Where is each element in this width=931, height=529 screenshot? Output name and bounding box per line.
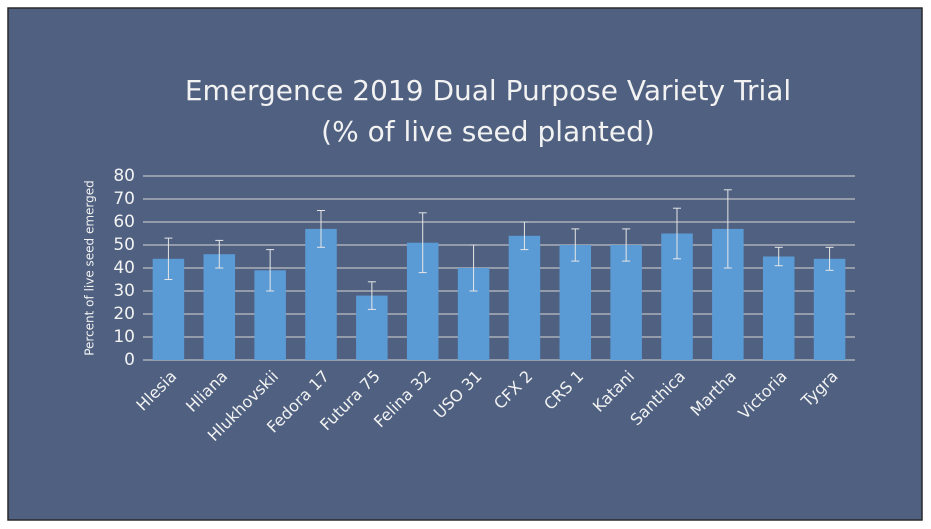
bar (559, 245, 592, 360)
y-tick-label: 70 (113, 189, 135, 209)
y-axis-label: Percent of live seed emerged (83, 180, 97, 356)
bar (508, 235, 541, 360)
y-tick-label: 40 (113, 258, 135, 278)
chart-title: (% of live seed planted) (321, 115, 655, 148)
y-tick-label: 80 (113, 166, 135, 186)
chart-title: Emergence 2019 Dual Purpose Variety Tria… (185, 74, 791, 107)
y-tick-label: 60 (113, 212, 135, 232)
bar (813, 258, 846, 360)
bar (203, 254, 236, 360)
bar (610, 245, 642, 360)
y-tick-label: 50 (113, 235, 135, 255)
y-tick-label: 0 (124, 350, 135, 370)
y-tick-label: 30 (113, 281, 135, 301)
y-tick-label: 10 (113, 327, 135, 347)
bar (762, 256, 795, 360)
y-tick-label: 20 (113, 304, 135, 324)
bar (305, 228, 337, 360)
